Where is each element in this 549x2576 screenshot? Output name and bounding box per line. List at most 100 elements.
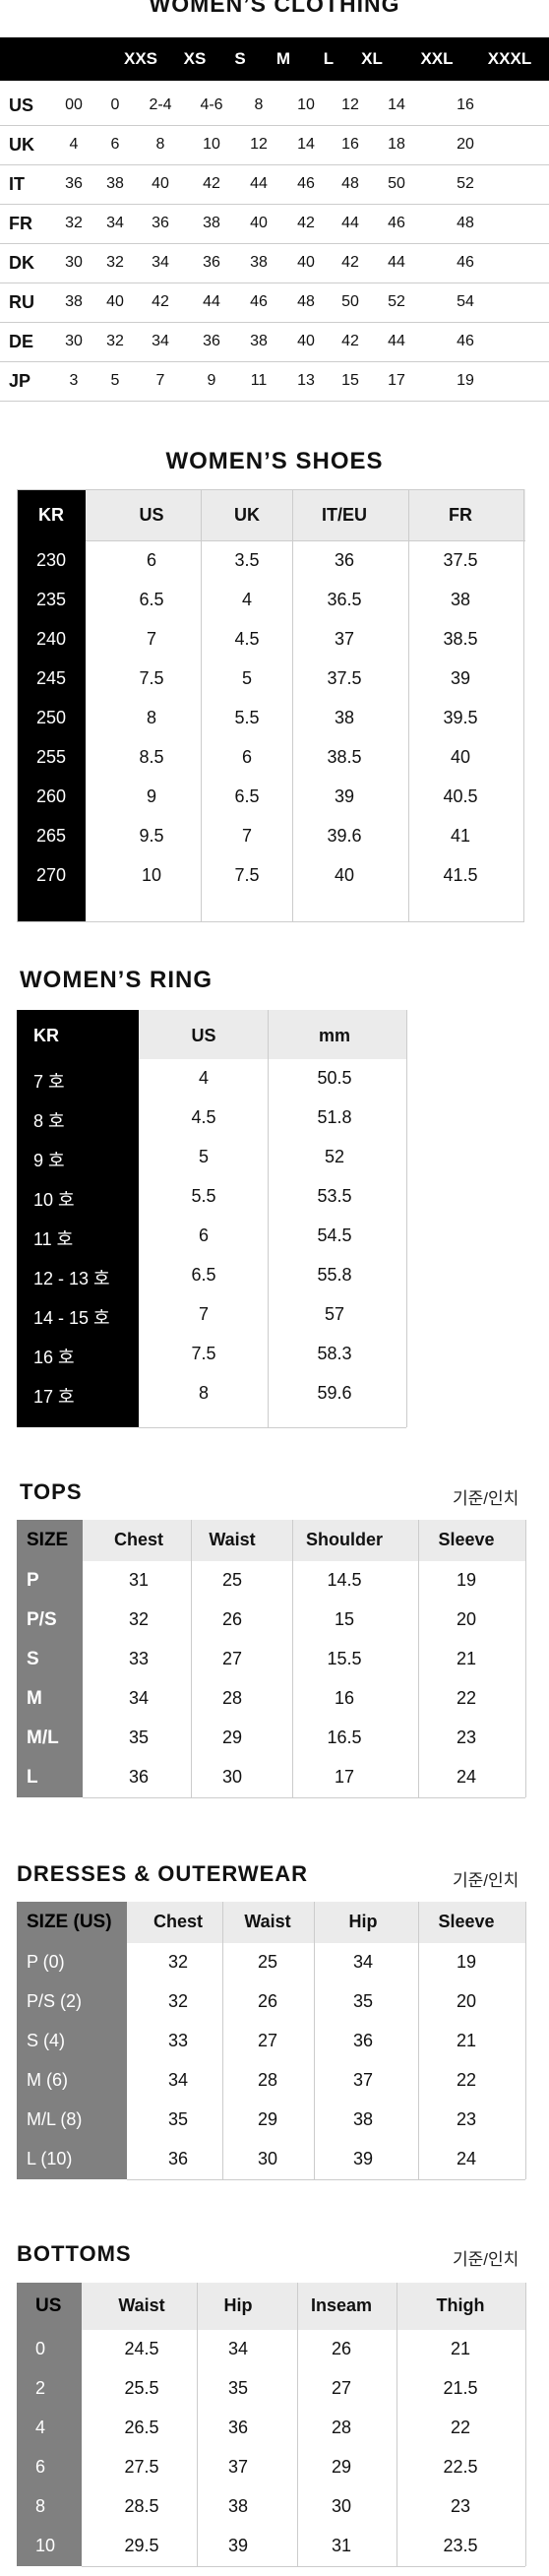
dresses-divider	[418, 1902, 419, 2179]
ring-mm-cell: 54.5	[317, 1225, 352, 1245]
bottoms-unit: 기준/인치	[453, 2250, 519, 2269]
tops-cell: 33	[128, 1649, 150, 1668]
ring-us-cell: 4.5	[191, 1107, 216, 1127]
ring-title: WOMEN’S RING	[20, 967, 213, 993]
clothing-size-m: M	[275, 49, 291, 68]
shoes-table-border	[17, 489, 524, 922]
tops-cell: 31	[128, 1570, 150, 1590]
shoes-divider	[201, 489, 202, 922]
clothing-cell: 40	[297, 254, 315, 271]
tops-cell: 17	[334, 1767, 355, 1787]
clothing-cell: 6	[110, 136, 120, 153]
bottoms-header-hip: Hip	[223, 2295, 253, 2315]
shoes-divider	[408, 489, 409, 922]
bottoms-cell: 36	[227, 2418, 249, 2437]
ring-us-cell: 5.5	[191, 1186, 216, 1206]
tops-cell: 21	[456, 1649, 477, 1668]
dresses-header-row	[127, 1902, 525, 1943]
tops-title: TOPS	[20, 1479, 83, 1504]
ring-divider	[268, 1010, 269, 1427]
bottoms-size-column	[17, 2283, 82, 2566]
shoes-cell: 36	[334, 550, 355, 570]
dresses-cell: 22	[456, 2070, 477, 2090]
dresses-cell: 32	[167, 1991, 189, 2011]
clothing-cell: 34	[152, 333, 169, 349]
bottoms-header-waist: Waist	[118, 2295, 165, 2315]
bottoms-size-label: 8	[35, 2496, 46, 2516]
tops-header-shoulder: Shoulder	[305, 1530, 384, 1549]
ring-header-us: US	[191, 1026, 216, 1045]
tops-divider	[292, 1520, 293, 1797]
dresses-cell: 19	[456, 1952, 477, 1972]
clothing-cell: 14	[297, 136, 315, 153]
clothing-cell: 44	[203, 293, 220, 310]
ring-us-cell: 7	[198, 1304, 210, 1324]
bottoms-cell: 24.5	[124, 2339, 159, 2358]
tops-cell: 35	[128, 1728, 150, 1747]
clothing-cell: 38	[106, 175, 124, 192]
bottoms-size-label: 2	[35, 2378, 46, 2398]
clothing-cell: 4-6	[200, 96, 223, 113]
ring-header-kr: KR	[33, 1026, 59, 1045]
shoes-cell: 6.5	[234, 786, 260, 806]
shoes-cell: 37	[334, 629, 355, 649]
clothing-row-label: DE	[9, 332, 34, 351]
shoes-cell: 40.5	[443, 786, 478, 806]
shoes-cell: 7	[146, 629, 157, 649]
clothing-cell: 42	[341, 333, 359, 349]
dresses-size-label: M/L (8)	[27, 2109, 83, 2129]
shoes-header-fr: FR	[449, 505, 472, 525]
tops-size-label: P/S	[27, 1609, 57, 1630]
shoes-cell: 39	[450, 668, 471, 688]
clothing-cell: 20	[457, 136, 474, 153]
shoes-cell: 5.5	[234, 708, 260, 727]
shoes-cell: 240	[35, 629, 67, 649]
shoes-cell: 9	[146, 786, 157, 806]
tops-cell: 20	[456, 1609, 477, 1629]
shoes-cell: 260	[35, 786, 67, 806]
ring-kr-cell: 10 호	[33, 1190, 75, 1210]
bottoms-cell: 23.5	[443, 2536, 478, 2555]
tops-cell: 22	[456, 1688, 477, 1708]
clothing-cell: 48	[341, 175, 359, 192]
dresses-cell: 30	[257, 2149, 278, 2168]
shoes-header-it-eu: IT/EU	[321, 505, 368, 525]
tops-cell: 16	[334, 1688, 355, 1708]
ring-us-cell: 7.5	[191, 1344, 216, 1363]
ring-kr-cell: 16 호	[33, 1348, 75, 1367]
ring-kr-cell: 14 - 15 호	[33, 1308, 110, 1328]
clothing-cell: 38	[65, 293, 83, 310]
dresses-unit: 기준/인치	[453, 1871, 519, 1890]
clothing-cell: 36	[152, 215, 169, 231]
clothing-cell: 00	[65, 96, 83, 113]
bottoms-cell: 30	[331, 2496, 352, 2516]
clothing-cell: 13	[297, 372, 315, 389]
dresses-divider	[222, 1902, 223, 2179]
ring-kr-cell: 9 호	[33, 1151, 65, 1170]
tops-cell: 19	[456, 1570, 477, 1590]
clothing-size-xxl: XXL	[420, 49, 454, 68]
clothing-size-xs: XS	[183, 49, 207, 68]
bottoms-cell: 27.5	[124, 2457, 159, 2477]
dresses-cell: 34	[167, 2070, 189, 2090]
dresses-cell: 29	[257, 2109, 278, 2129]
dresses-cell: 20	[456, 1991, 477, 2011]
clothing-cell: 16	[341, 136, 359, 153]
clothing-cell: 9	[207, 372, 216, 389]
dresses-cell: 35	[167, 2109, 189, 2129]
dresses-title: DRESSES & OUTERWEAR	[17, 1861, 309, 1886]
clothing-size-xxs: XXS	[123, 49, 158, 68]
dresses-size-label: S (4)	[27, 2031, 66, 2050]
tops-cell: 27	[221, 1649, 243, 1668]
shoes-cell: 4.5	[234, 629, 260, 649]
clothing-cell: 18	[388, 136, 405, 153]
shoes-cell: 8	[146, 708, 157, 727]
tops-unit: 기준/인치	[453, 1489, 519, 1508]
bottoms-divider	[396, 2283, 397, 2566]
clothing-cell: 44	[388, 254, 405, 271]
clothing-row-uk: UK 4 6 8 10 12 14 16 18 20	[0, 125, 549, 165]
bottoms-cell: 34	[227, 2339, 249, 2358]
clothing-size-s: S	[234, 49, 246, 68]
bottoms-cell: 21.5	[443, 2378, 478, 2398]
clothing-cell: 12	[250, 136, 268, 153]
